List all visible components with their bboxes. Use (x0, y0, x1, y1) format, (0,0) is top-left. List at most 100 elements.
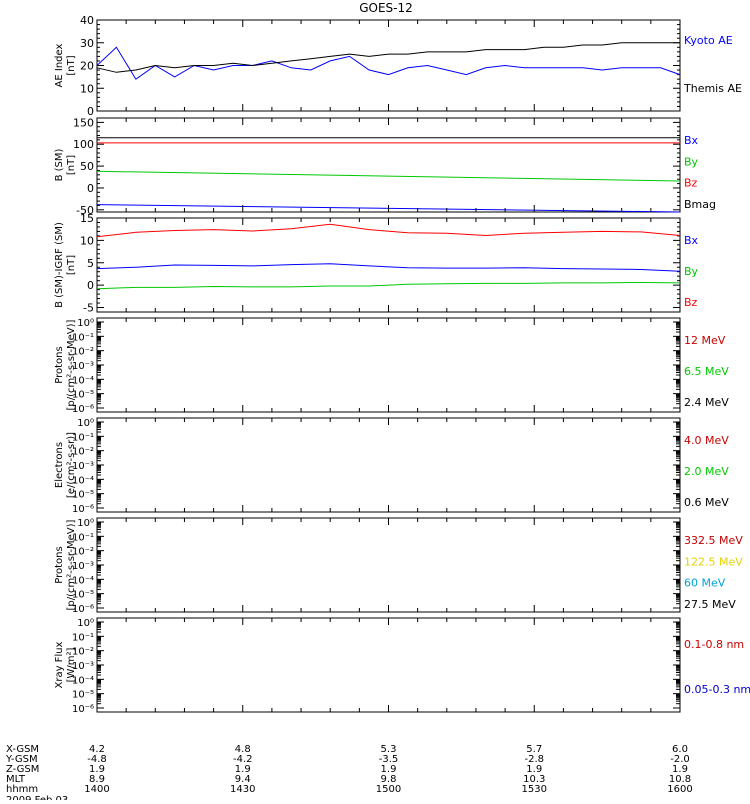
y-tick-label: 10⁻¹ (72, 432, 94, 443)
y-tick-label: 0 (87, 105, 94, 118)
y-axis-label: Electrons (54, 442, 65, 488)
x-axis-tick-value: -3.5 (379, 754, 399, 765)
legend-label: 0.6 MeV (684, 496, 729, 509)
x-axis-tick-value: 1.9 (235, 764, 251, 775)
x-axis-tick-value: 1500 (376, 784, 401, 795)
y-axis-label: [nT] (66, 255, 77, 275)
y-tick-label: 10⁻² (72, 547, 94, 558)
y-axis-label: AE Index (54, 43, 65, 87)
panel-6: Protons [p/(cm²-s-sr-MeV)] 10⁰ 10⁻¹ 10⁻² 10⁻³… (54, 517, 743, 615)
x-axis-row-label: 2009 Feb 03 (6, 795, 68, 800)
x-axis-tick-value: 1.9 (526, 764, 542, 775)
y-tick-label: 5 (87, 257, 94, 270)
legend-label: 6.5 MeV (684, 365, 729, 378)
y-tick-label: 40 (80, 14, 94, 27)
y-tick-label: 10⁻³ (72, 461, 94, 472)
x-axis-tick-value: 8.9 (89, 774, 105, 785)
x-axis-tick-value: 4.2 (89, 744, 105, 755)
panel-frame (96, 117, 681, 213)
panel-frame (96, 617, 681, 713)
y-axis-label: [nT] (66, 55, 77, 75)
y-tick-label: 10⁰ (77, 418, 94, 429)
legend-label: 60 MeV (684, 577, 726, 590)
panel-7: Xray Flux [W/m²] 10⁰ 10⁻¹ 10⁻² 10⁻³ 10⁻⁴ 10⁻⁵ 10… (54, 617, 750, 715)
legend-label: 12 MeV (684, 334, 726, 347)
x-axis-tick-value: -4.2 (233, 754, 253, 765)
y-tick-label: 10⁻⁴ (72, 475, 94, 486)
y-tick-label: 0 (87, 279, 94, 292)
legend-label: Bx (684, 134, 699, 147)
y-tick-label: 50 (80, 160, 94, 173)
x-axis-tick-value: 1.9 (672, 764, 688, 775)
y-tick-label: 10⁻³ (72, 561, 94, 572)
x-axis-tick-value: 5.7 (526, 744, 542, 755)
x-axis-tick-value: 1430 (230, 784, 255, 795)
panel-4: Protons [p/(cm²-s-sr-MeV)] 10⁰ 10⁻¹ 10⁻² 10⁻³… (54, 317, 729, 415)
legend-label: Bz (684, 296, 698, 309)
x-axis-tick-value: 10.8 (669, 774, 691, 785)
x-axis-tick-value: 5.3 (381, 744, 397, 755)
y-tick-label: 0 (87, 182, 94, 195)
y-tick-label: 10⁻⁴ (72, 575, 94, 586)
x-axis-tick-value: 6.0 (672, 744, 688, 755)
y-tick-label: 10⁻⁵ (72, 590, 94, 601)
y-tick-label: 10⁻¹ (72, 532, 94, 543)
y-tick-label: 10⁰ (77, 318, 94, 329)
y-tick-label: 10⁰ (77, 618, 94, 629)
panel-frame (96, 19, 681, 112)
y-tick-label: 10⁻⁶ (72, 504, 94, 515)
y-tick-label: 10⁻⁶ (72, 704, 94, 715)
y-axis-label: [e/(cm²-s-sr)] (66, 432, 77, 498)
x-axis-tick-value: -2.8 (524, 754, 544, 765)
legend-label: 2.0 MeV (684, 465, 729, 478)
panel-frame (96, 317, 681, 413)
panel-frame (96, 517, 681, 613)
y-tick-label: 10⁻¹ (72, 332, 94, 343)
legend-label: 27.5 MeV (684, 598, 736, 611)
panel-2: B (SM) [nT] -50 0 50 100 150 Bx By Bz Bmag (54, 116, 716, 216)
y-axis-label: [p/(cm²-s-sr-MeV)] (66, 519, 77, 610)
y-tick-label: 10 (80, 82, 94, 95)
y-axis-label: Protons (54, 346, 65, 383)
y-tick-label: 10⁻⁶ (72, 404, 94, 415)
y-tick-label: 15 (80, 212, 94, 225)
panel-1: AE Index [nT] 0 10 20 30 40 Kyoto AE Themis AE (54, 14, 742, 118)
legend-label: Bx (684, 234, 699, 247)
y-tick-label: 10⁻⁵ (72, 390, 94, 401)
x-axis-tick-value: 1600 (667, 784, 692, 795)
panel-5: Electrons [e/(cm²-s-sr)]10⁰ 10⁻¹ 10⁻² 10⁻³ 10… (54, 417, 729, 515)
x-axis-tick-value: 1400 (84, 784, 109, 795)
x-axis-row-label: MLT (6, 774, 26, 785)
y-tick-label: 10⁻² (72, 447, 94, 458)
legend-label: 332.5 MeV (684, 534, 743, 547)
y-axis-label: [W/m²] (66, 647, 77, 682)
y-tick-label: 30 (80, 37, 94, 50)
series-line-by (96, 170, 681, 182)
panel-3: B (SM)-IGRF (SM) [nT] -5 0 5 10 15 Bx By Bz (54, 212, 699, 315)
plot-title: GOES-12 (359, 1, 413, 15)
y-tick-label: -5 (83, 302, 94, 315)
y-tick-label: 10⁻⁵ (72, 490, 94, 501)
y-tick-label: 20 (80, 60, 94, 73)
y-tick-label: 10⁻² (72, 647, 94, 658)
series-line-by (96, 281, 681, 290)
x-axis-row-label: hhmm (6, 784, 38, 795)
x-axis-row-label: X-GSM (6, 744, 39, 755)
y-tick-label: 100 (73, 138, 94, 151)
x-axis-row-label: Z-GSM (6, 764, 39, 775)
legend-label: 0.05-0.3 nm (684, 683, 750, 696)
x-axis-tick-value: -4.8 (87, 754, 107, 765)
x-axis-tick-value: 4.8 (235, 744, 251, 755)
y-axis-label: [nT] (66, 155, 77, 175)
legend-label: 4.0 MeV (684, 434, 729, 447)
y-tick-label: 10⁻³ (72, 661, 94, 672)
legend-label: Kyoto AE (684, 34, 733, 47)
y-tick-label: 10⁰ (77, 518, 94, 529)
y-axis-label: Xray Flux (54, 641, 65, 688)
series-line-bz (96, 223, 681, 238)
x-axis-tick-value: 9.4 (235, 774, 251, 785)
y-tick-label: 10⁻⁵ (72, 690, 94, 701)
